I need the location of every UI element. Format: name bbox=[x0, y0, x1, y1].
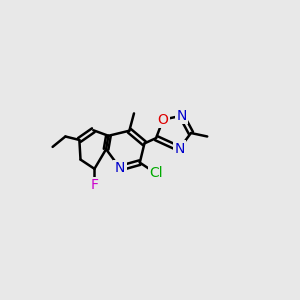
Text: F: F bbox=[91, 178, 98, 192]
Text: N: N bbox=[115, 161, 125, 175]
Text: N: N bbox=[174, 142, 184, 156]
Text: O: O bbox=[158, 112, 169, 127]
Text: Cl: Cl bbox=[149, 167, 163, 180]
Text: N: N bbox=[176, 109, 187, 123]
